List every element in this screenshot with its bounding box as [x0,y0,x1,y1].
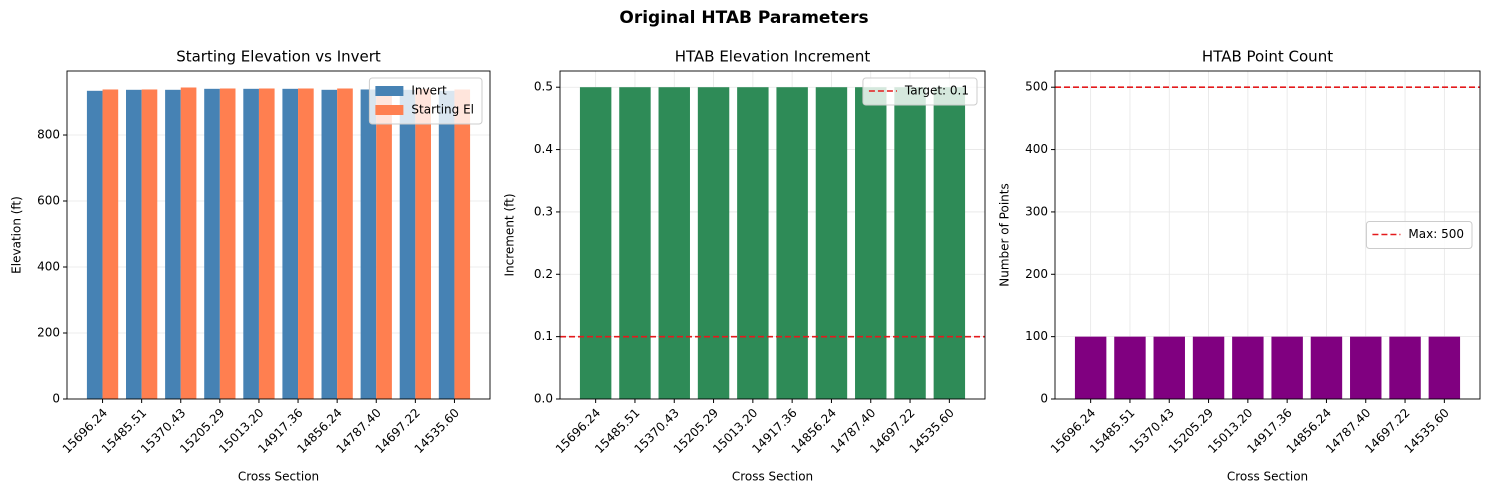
bar [102,89,119,399]
bar [415,88,431,400]
y-tick-label: 0.5 [534,80,553,94]
bar [180,87,197,399]
y-axis-label: Elevation (ft) [10,196,24,274]
axes-frame [1054,70,1481,400]
legend-box [1365,221,1473,249]
y-tick-label: 600 [37,194,60,208]
legend-swatch [375,86,404,96]
y-tick-label: 500 [1025,80,1048,94]
y-tick-label: 0.0 [534,392,553,406]
subplot-title: Starting Elevation vs Invert [176,48,381,66]
bar [1310,336,1343,399]
bar [815,87,848,400]
x-axis-label: Cross Section [732,470,813,484]
y-tick-label: 400 [37,260,60,274]
axes-frame [66,70,491,400]
y-tick-label: 0.2 [534,267,553,281]
y-axis-label: Increment (ft) [503,193,517,276]
bar [1271,336,1303,399]
bar [737,87,769,400]
figure-title: Original HTAB Parameters [619,8,868,28]
bar [894,87,926,400]
bar [1232,336,1264,399]
bar [165,89,181,400]
bar [1192,336,1225,399]
y-tick-label: 0 [52,392,60,406]
y-tick-label: 200 [37,326,60,340]
y-axis-label: Number of Points [998,183,1012,286]
legend: Invert Starting El [368,77,483,125]
y-tick-label: 0.1 [534,329,553,343]
subplot-title: HTAB Elevation Increment [675,48,871,66]
bar [1074,336,1107,399]
bar [258,88,275,399]
bar [454,89,471,399]
bar [1350,336,1382,399]
subplot-title: HTAB Point Count [1202,48,1333,66]
bar [1389,336,1421,399]
bar [86,90,103,399]
bar [579,87,612,400]
bar [1428,336,1461,399]
y-tick-label: 0.3 [534,204,553,218]
bar [855,87,887,400]
legend-label: Starting El [411,103,474,117]
bar [658,87,690,400]
bar [776,87,808,400]
x-axis-label: Cross Section [238,470,319,484]
legend: Target: 0.1 [862,77,978,106]
bar [697,87,730,400]
y-tick-label: 100 [1025,329,1048,343]
legend-swatch [375,105,404,115]
axes-frame [559,70,986,400]
bar [376,88,392,399]
bar [204,88,220,400]
bar [399,89,416,400]
y-tick-label: 0.4 [534,142,553,156]
bar [126,89,142,400]
bar [298,88,314,399]
bar [321,89,338,400]
y-tick-label: 400 [1025,142,1048,156]
legend: Max: 500 [1365,221,1473,249]
bar [360,89,377,399]
bar [141,89,158,399]
bar [1114,336,1146,399]
bar [933,87,966,400]
bar [282,88,299,400]
bar [243,88,259,400]
legend-label: Invert [411,84,447,98]
bar [1153,336,1185,399]
y-tick-label: 0 [1040,392,1048,406]
bar [337,88,353,399]
bar [438,90,455,399]
bar [219,88,236,399]
legend-label: Max: 500 [1408,227,1464,241]
y-tick-label: 800 [37,128,60,142]
y-tick-label: 200 [1025,267,1048,281]
y-tick-label: 300 [1025,204,1048,218]
legend-box [862,77,978,106]
legend-label: Target: 0.1 [904,84,969,98]
x-axis-label: Cross Section [1227,470,1308,484]
bar [619,87,651,400]
